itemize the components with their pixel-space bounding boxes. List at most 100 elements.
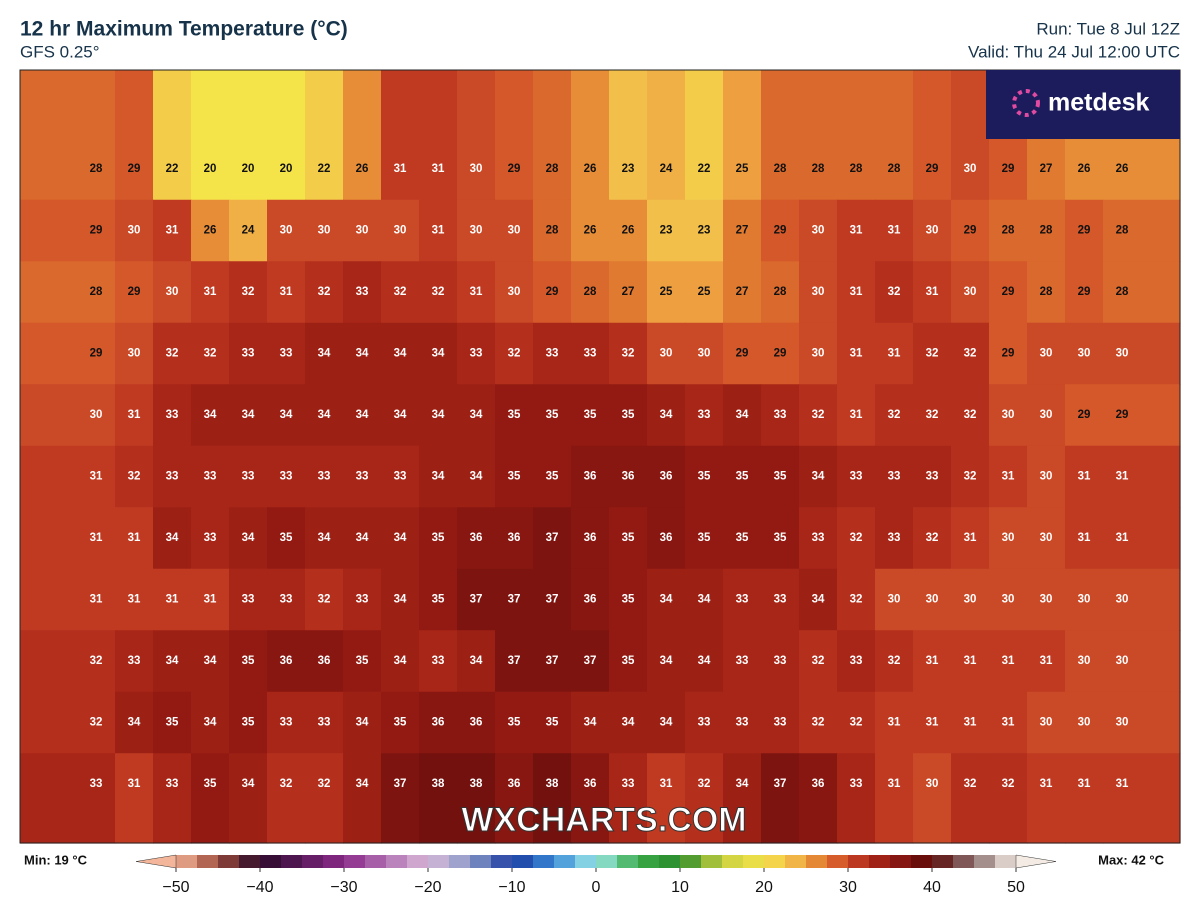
temperature-cell: [457, 630, 496, 693]
temperature-cell: [191, 445, 230, 508]
watermark: WXCHARTS.COM: [461, 801, 746, 839]
temperature-cell: [571, 70, 610, 201]
temperature-label: 31: [1116, 532, 1129, 544]
temperature-cell: [951, 384, 990, 447]
colorbar-step: [491, 855, 513, 868]
temperature-label: 29: [128, 163, 141, 175]
temperature-cell: [647, 753, 686, 844]
temperature-cell: [875, 753, 914, 844]
temperature-label: 33: [242, 348, 255, 360]
temperature-cell: [533, 507, 572, 570]
temperature-label: 34: [394, 532, 407, 544]
temperature-cell: [381, 507, 420, 570]
temperature-label: 30: [1040, 594, 1053, 606]
colorbar-step: [218, 855, 240, 868]
temperature-cell: [647, 568, 686, 631]
temperature-label: 30: [128, 348, 141, 360]
temperature-cell: [343, 691, 382, 754]
temperature-label: 24: [660, 163, 673, 175]
temperature-label: 34: [432, 348, 445, 360]
temperature-label: 23: [660, 225, 673, 237]
temperature-cell: [951, 70, 990, 201]
temperature-cell: [419, 322, 458, 385]
temperature-cell: [913, 322, 952, 385]
temperature-cell: [609, 568, 648, 631]
temperature-cell: [191, 753, 230, 844]
temperature-label: 30: [812, 348, 825, 360]
temperature-label: 31: [1078, 778, 1091, 790]
temperature-cell: [571, 507, 610, 570]
temperature-label: 34: [242, 778, 255, 790]
temperature-cell: [1103, 753, 1181, 844]
temperature-cell: [723, 753, 762, 844]
temperature-cell: [343, 322, 382, 385]
temperature-label: 28: [546, 225, 559, 237]
colorbar-end: [135, 854, 177, 869]
temperature-cell: [229, 322, 268, 385]
temperature-cell: [419, 384, 458, 447]
temperature-label: 31: [90, 471, 103, 483]
temperature-cell: [723, 445, 762, 508]
temperature-cell: [115, 630, 154, 693]
run: Run: Tue 8 Jul 12Z: [1036, 19, 1180, 38]
temperature-label: 34: [432, 409, 445, 421]
temperature-cell: [305, 753, 344, 844]
temperature-label: 33: [280, 594, 293, 606]
temperature-label: 32: [964, 409, 977, 421]
temperature-cell: [20, 630, 116, 693]
temperature-label: 30: [508, 286, 521, 298]
temperature-cell: [913, 753, 952, 844]
temperature-label: 31: [204, 286, 217, 298]
temperature-label: 26: [622, 225, 635, 237]
temperature-label: 35: [508, 717, 521, 729]
temperature-label: 34: [394, 348, 407, 360]
temperature-cell: [875, 507, 914, 570]
temperature-cell: [419, 691, 458, 754]
temperature-label: 22: [166, 163, 179, 175]
temperature-label: 32: [280, 778, 293, 790]
temperature-cell: [191, 630, 230, 693]
temperature-label: 34: [470, 409, 483, 421]
temperature-cell: [761, 322, 800, 385]
temperature-cell: [1027, 445, 1066, 508]
temperature-label: 34: [660, 594, 673, 606]
temperature-label: 34: [660, 655, 673, 667]
temperature-label: 30: [926, 225, 939, 237]
temperature-label: 33: [280, 717, 293, 729]
temperature-label: 31: [166, 594, 179, 606]
temperature-cell: [875, 261, 914, 324]
temperature-cell: [1103, 568, 1181, 631]
temperature-label: 32: [432, 286, 445, 298]
colorbar-tick-label: −20: [414, 879, 441, 896]
temperature-label: 32: [318, 778, 331, 790]
temperature-cell: [837, 568, 876, 631]
temperature-label: 27: [622, 286, 635, 298]
temperature-cell: [875, 691, 914, 754]
temperature-label: 31: [90, 594, 103, 606]
temperature-cell: [913, 199, 952, 262]
temperature-label: 32: [888, 286, 901, 298]
temperature-label: 30: [888, 594, 901, 606]
temperature-cell: [1027, 261, 1066, 324]
temperature-label: 31: [850, 409, 863, 421]
temperature-cell: [1027, 322, 1066, 385]
temperature-label: 35: [432, 532, 445, 544]
colorbar-tick-label: −50: [162, 879, 189, 896]
temperature-label: 34: [394, 409, 407, 421]
colorbar-tick-label: −40: [246, 879, 273, 896]
temperature-label: 29: [964, 225, 977, 237]
colorbar-step: [974, 855, 996, 868]
temperature-cell: [457, 261, 496, 324]
temperature-cell: [191, 384, 230, 447]
max-label: Max: 42 °C: [1098, 852, 1165, 867]
temperature-cell: [685, 507, 724, 570]
temperature-label: 32: [964, 348, 977, 360]
temperature-label: 30: [964, 594, 977, 606]
temperature-label: 35: [622, 409, 635, 421]
colorbar-step: [428, 855, 450, 868]
temperature-label: 31: [1040, 778, 1053, 790]
temperature-label: 31: [850, 286, 863, 298]
temperature-label: 30: [1040, 348, 1053, 360]
temperature-cell: [115, 199, 154, 262]
temperature-label: 25: [736, 163, 749, 175]
